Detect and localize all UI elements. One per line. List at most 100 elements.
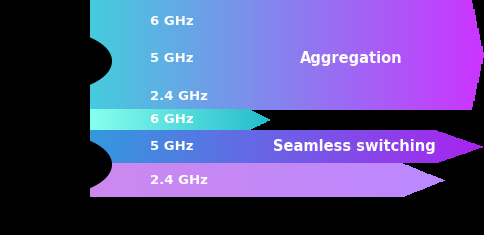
Polygon shape	[157, 0, 158, 110]
Polygon shape	[125, 109, 126, 130]
Polygon shape	[175, 109, 176, 130]
Polygon shape	[275, 0, 276, 110]
Polygon shape	[117, 130, 119, 163]
Polygon shape	[271, 0, 272, 110]
Polygon shape	[164, 163, 166, 197]
Polygon shape	[463, 0, 464, 110]
Polygon shape	[185, 130, 187, 163]
Polygon shape	[366, 163, 367, 197]
Polygon shape	[435, 130, 437, 163]
Polygon shape	[391, 0, 392, 110]
Polygon shape	[335, 0, 337, 110]
Polygon shape	[135, 163, 136, 197]
Polygon shape	[185, 163, 187, 197]
Polygon shape	[256, 113, 257, 127]
Polygon shape	[289, 130, 291, 163]
Polygon shape	[432, 175, 434, 185]
Polygon shape	[469, 0, 471, 110]
Polygon shape	[133, 0, 134, 110]
Polygon shape	[242, 130, 243, 163]
Polygon shape	[144, 163, 145, 197]
Polygon shape	[324, 163, 326, 197]
Polygon shape	[280, 0, 282, 110]
Polygon shape	[209, 130, 211, 163]
Polygon shape	[129, 109, 130, 130]
Polygon shape	[105, 163, 106, 197]
Polygon shape	[317, 0, 318, 110]
Polygon shape	[99, 109, 100, 130]
Polygon shape	[358, 163, 359, 197]
Polygon shape	[376, 0, 378, 110]
Circle shape	[0, 134, 111, 195]
Polygon shape	[336, 163, 337, 197]
Polygon shape	[209, 109, 210, 130]
Polygon shape	[257, 113, 258, 126]
Polygon shape	[269, 163, 270, 197]
Polygon shape	[122, 0, 124, 110]
Polygon shape	[99, 130, 100, 163]
Polygon shape	[422, 0, 424, 110]
Polygon shape	[138, 130, 139, 163]
Polygon shape	[212, 130, 213, 163]
Polygon shape	[216, 0, 217, 110]
Polygon shape	[178, 0, 179, 110]
Polygon shape	[242, 163, 244, 197]
Polygon shape	[227, 0, 229, 110]
Polygon shape	[129, 163, 130, 197]
Polygon shape	[397, 0, 398, 110]
Polygon shape	[348, 130, 350, 163]
Polygon shape	[429, 130, 430, 163]
Polygon shape	[106, 0, 108, 110]
Polygon shape	[237, 109, 238, 130]
Polygon shape	[421, 171, 422, 190]
Polygon shape	[180, 109, 181, 130]
Polygon shape	[282, 130, 283, 163]
Polygon shape	[387, 130, 388, 163]
Polygon shape	[377, 163, 378, 197]
Polygon shape	[176, 0, 178, 110]
Polygon shape	[392, 130, 393, 163]
Polygon shape	[142, 0, 143, 110]
Polygon shape	[315, 163, 316, 197]
Polygon shape	[440, 0, 442, 110]
Polygon shape	[155, 163, 156, 197]
Polygon shape	[207, 163, 208, 197]
Polygon shape	[156, 109, 157, 130]
Polygon shape	[321, 0, 322, 110]
Polygon shape	[224, 163, 225, 197]
Polygon shape	[141, 130, 142, 163]
Polygon shape	[194, 0, 195, 110]
Polygon shape	[158, 109, 159, 130]
Polygon shape	[222, 109, 223, 130]
Polygon shape	[374, 0, 375, 110]
Polygon shape	[154, 109, 155, 130]
Polygon shape	[264, 130, 266, 163]
Polygon shape	[426, 0, 427, 110]
Polygon shape	[120, 109, 121, 130]
Polygon shape	[120, 0, 121, 110]
Polygon shape	[356, 163, 358, 197]
Polygon shape	[107, 163, 108, 197]
Polygon shape	[467, 141, 468, 153]
Polygon shape	[262, 130, 263, 163]
Polygon shape	[335, 130, 337, 163]
Polygon shape	[98, 163, 99, 197]
Polygon shape	[200, 130, 201, 163]
Polygon shape	[143, 163, 144, 197]
Polygon shape	[174, 0, 175, 110]
Polygon shape	[171, 0, 172, 110]
Polygon shape	[360, 163, 361, 197]
Polygon shape	[398, 163, 399, 197]
Polygon shape	[182, 130, 183, 163]
Polygon shape	[291, 130, 292, 163]
Polygon shape	[138, 163, 139, 197]
Polygon shape	[233, 163, 234, 197]
Polygon shape	[253, 0, 254, 110]
Polygon shape	[190, 109, 191, 130]
Polygon shape	[199, 109, 200, 130]
Polygon shape	[306, 0, 308, 110]
Polygon shape	[181, 109, 182, 130]
Polygon shape	[242, 0, 243, 110]
Polygon shape	[235, 163, 237, 197]
Polygon shape	[409, 0, 410, 110]
